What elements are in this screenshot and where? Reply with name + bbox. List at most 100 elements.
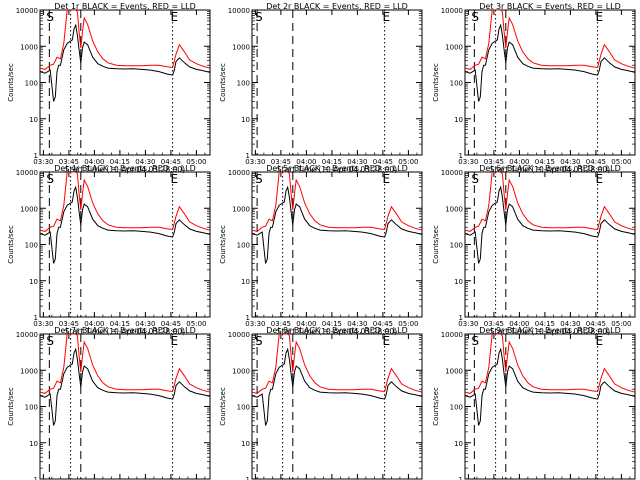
x-tick-label: 04:15 <box>322 320 342 328</box>
marker-e: E <box>596 334 604 348</box>
y-tick-label: 10000 <box>16 7 38 15</box>
series-group <box>252 334 422 426</box>
y-tick-label: 1000 <box>232 43 250 51</box>
y-tick-label: 1 <box>246 476 250 480</box>
y-tick-label: 1000 <box>20 43 38 51</box>
y-tick-label: 10 <box>454 278 463 286</box>
detector-panel-3: Det 3r BLACK = Events, RED = LLD 1 10 100 10… <box>432 2 636 174</box>
y-axis-label: Counts/sec <box>219 225 227 264</box>
marker-s: S <box>471 334 479 348</box>
marker-e: E <box>171 172 179 186</box>
y-tick-label: 1 <box>34 476 38 480</box>
y-tick-label: 1 <box>459 152 463 160</box>
y-tick-label: 10000 <box>441 169 463 177</box>
panel-title: Det 6r BLACK = Events, RED = LLD <box>479 164 621 173</box>
plot-frame <box>39 171 211 318</box>
y-axis-label: Counts/sec <box>219 63 227 102</box>
panel-title: Det 1r BLACK = Events, RED = LLD <box>54 2 196 11</box>
y-axis-label: Counts/sec <box>432 387 440 426</box>
x-axis-label: Start Time (10-Apr-04 03:28:00) <box>65 327 185 336</box>
x-tick-label: 04:30 <box>347 320 367 328</box>
y-tick-label: 10 <box>241 116 250 124</box>
marker-e: E <box>171 10 179 24</box>
x-axis-label: Start Time (10-Apr-04 03:28:00) <box>490 327 610 336</box>
y-tick-label: 1000 <box>232 367 250 375</box>
y-tick-label: 10 <box>454 440 463 448</box>
series-line-events <box>252 347 422 426</box>
x-tick-label: 04:45 <box>373 320 393 328</box>
y-tick-label: 1 <box>459 314 463 322</box>
y-tick-label: 1000 <box>445 367 463 375</box>
y-tick-label: 100 <box>237 404 250 412</box>
x-axis-label: Start Time (10-Apr-04 03:28:00) <box>65 165 185 174</box>
x-tick-label: 04:15 <box>535 158 555 166</box>
y-tick-label: 10 <box>241 278 250 286</box>
x-tick-label: 04:45 <box>373 158 393 166</box>
panel-title: Det 2r BLACK = Events, RED = LLD <box>266 2 408 11</box>
x-tick-label: 05:00 <box>398 158 418 166</box>
x-tick-label: 04:15 <box>535 320 555 328</box>
marker-s: S <box>255 172 263 186</box>
y-axis-label: Counts/sec <box>219 387 227 426</box>
x-tick-label: 04:30 <box>560 320 580 328</box>
x-tick-label: 04:30 <box>135 158 155 166</box>
series-line-events <box>465 347 635 426</box>
marker-e: E <box>596 10 604 24</box>
marker-s: S <box>255 10 263 24</box>
x-tick-label: 03:45 <box>484 320 504 328</box>
y-axis-label: Counts/sec <box>432 225 440 264</box>
x-axis-label: Start Time (10-Apr-04 03:28:00) <box>277 165 397 174</box>
series-line-events <box>465 185 635 264</box>
series-group <box>40 334 210 426</box>
x-tick-label: 05:00 <box>611 320 631 328</box>
y-tick-label: 10 <box>241 440 250 448</box>
y-tick-label: 1000 <box>20 367 38 375</box>
series-group <box>252 172 422 264</box>
x-tick-label: 04:30 <box>347 158 367 166</box>
y-axis-label: Counts/sec <box>7 387 15 426</box>
series-group <box>465 334 635 426</box>
plot-frame <box>464 9 636 156</box>
y-tick-label: 1000 <box>232 205 250 213</box>
y-tick-label: 1000 <box>445 205 463 213</box>
plot-frame <box>251 171 423 318</box>
x-tick-label: 03:45 <box>271 320 291 328</box>
x-axis-label: Start Time (10-Apr-04 03:28:00) <box>277 327 397 336</box>
x-tick-label: 04:30 <box>560 158 580 166</box>
y-axis-label: Counts/sec <box>7 225 15 264</box>
x-tick-label: 04:00 <box>509 158 529 166</box>
y-tick-label: 1 <box>459 476 463 480</box>
y-tick-label: 10000 <box>16 331 38 339</box>
y-tick-label: 1 <box>34 152 38 160</box>
x-tick-label: 03:30 <box>33 320 53 328</box>
plot-frame <box>251 9 423 156</box>
marker-s: S <box>46 10 54 24</box>
x-tick-label: 04:00 <box>84 158 104 166</box>
y-tick-label: 100 <box>25 404 38 412</box>
series-group <box>465 10 635 102</box>
y-tick-label: 10000 <box>228 7 250 15</box>
x-tick-label: 03:30 <box>458 158 478 166</box>
x-tick-label: 04:15 <box>110 158 130 166</box>
y-tick-label: 10000 <box>16 169 38 177</box>
series-line-lld <box>465 10 635 70</box>
panel-title: Det 4r BLACK = Events, RED = LLD <box>54 164 196 173</box>
y-tick-label: 10000 <box>441 331 463 339</box>
y-tick-label: 1000 <box>445 43 463 51</box>
series-line-events <box>252 185 422 264</box>
marker-e: E <box>383 172 391 186</box>
series-line-lld <box>40 334 210 394</box>
panel-title: Det 9r BLACK = Events, RED = LLD <box>479 326 621 335</box>
panel-title: Det 8r BLACK = Events, RED = LLD <box>266 326 408 335</box>
series-line-events <box>40 23 210 102</box>
series-line-lld <box>252 172 422 232</box>
y-tick-label: 1 <box>246 314 250 322</box>
y-tick-label: 100 <box>25 80 38 88</box>
y-tick-label: 100 <box>450 404 463 412</box>
x-tick-label: 03:45 <box>59 320 79 328</box>
series-group <box>40 172 210 264</box>
detector-panel-4: Det 4r BLACK = Events, RED = LLD 1 10 100 10… <box>7 164 211 336</box>
plot-frame <box>251 333 423 480</box>
series-line-events <box>465 23 635 102</box>
y-tick-label: 100 <box>237 80 250 88</box>
